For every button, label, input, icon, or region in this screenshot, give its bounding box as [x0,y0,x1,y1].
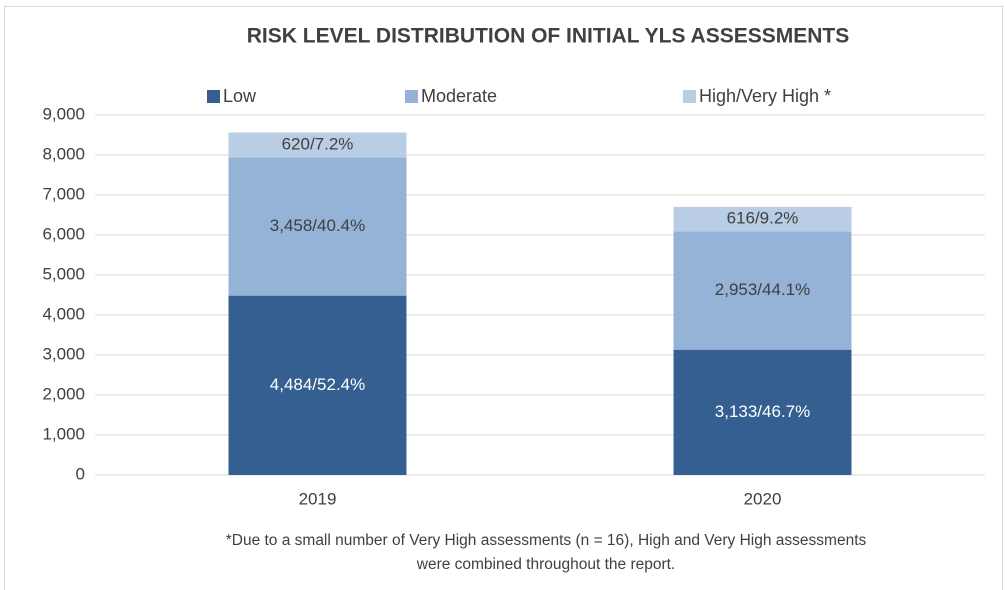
legend-swatch [683,90,696,103]
legend-swatch [207,90,220,103]
y-tick-label: 7,000 [42,184,85,203]
data-label: 3,133/46.7% [715,402,810,421]
y-tick-label: 8,000 [42,144,85,163]
legend-label: Moderate [421,86,497,106]
data-label: 620/7.2% [282,134,354,153]
chart-title: RISK LEVEL DISTRIBUTION OF INITIAL YLS A… [247,25,849,48]
y-tick-label: 5,000 [42,264,85,283]
y-tick-label: 6,000 [42,224,85,243]
data-label: 2,953/44.1% [715,280,810,299]
data-label: 3,458/40.4% [270,216,365,235]
bar-segment [673,206,852,232]
bar-segment [228,157,407,296]
legend-label: High/Very High * [699,86,831,106]
y-tick-label: 1,000 [42,424,85,443]
bar-segment [228,132,407,158]
y-tick-label: 2,000 [42,384,85,403]
x-tick-label: 2020 [744,489,782,508]
bar-segment [673,231,852,350]
y-tick-label: 3,000 [42,344,85,363]
y-tick-label: 4,000 [42,304,85,323]
footnote: were combined throughout the report. [416,556,676,573]
legend-label: Low [223,86,257,106]
data-label: 616/9.2% [727,209,799,228]
y-tick-label: 0 [76,464,85,483]
chart-border [4,6,1003,590]
data-label: 4,484/52.4% [270,375,365,394]
footnote: *Due to a small number of Very High asse… [226,532,867,549]
bar-segment [673,349,852,475]
x-tick-label: 2019 [299,489,337,508]
y-tick-label: 9,000 [42,104,85,123]
bar-segment [228,295,407,475]
legend-swatch [405,90,418,103]
